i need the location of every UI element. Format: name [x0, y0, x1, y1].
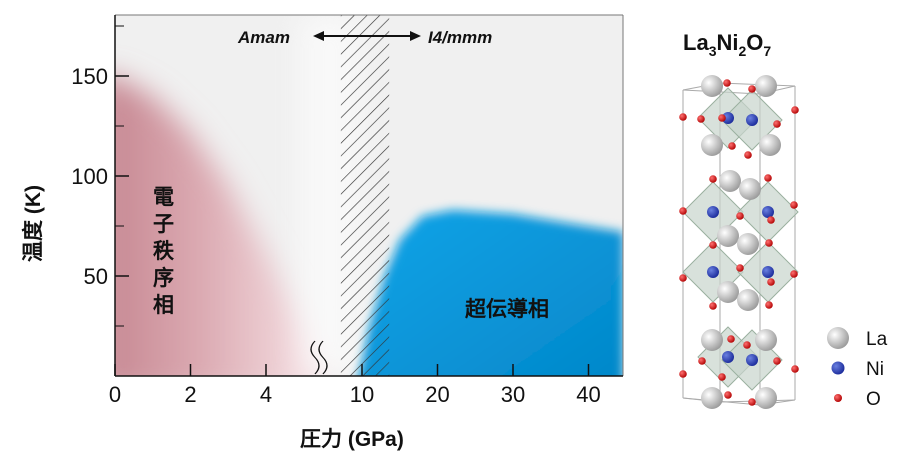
legend: La Ni O: [827, 327, 888, 410]
la-atom: [737, 289, 759, 311]
ni-atom: [746, 114, 758, 126]
o-atom: [791, 106, 799, 114]
x-tick-label: 10: [350, 382, 374, 407]
legend-la: La: [866, 329, 888, 350]
ni-atom: [722, 351, 734, 363]
o-atom: [709, 302, 717, 310]
legend-o: O: [866, 389, 881, 410]
o-atom: [698, 357, 706, 365]
la-atom: [755, 387, 777, 409]
la-atom: [701, 134, 723, 156]
o-atom: [764, 174, 772, 182]
o-atom: [743, 341, 751, 349]
electronic-order-phase-label: 電子秩序相: [153, 186, 174, 317]
o-atom: [679, 274, 687, 282]
superconducting-phase-region: [358, 210, 623, 376]
ni-atom: [707, 206, 719, 218]
la-atom: [717, 281, 739, 303]
o-atom: [773, 120, 781, 128]
o-atom: [748, 398, 756, 406]
o-atom: [709, 175, 717, 183]
la-atom: [755, 329, 777, 351]
x-tick-label: 40: [576, 382, 600, 407]
la-atom: [719, 170, 741, 192]
la-atom: [759, 134, 781, 156]
y-tick-label: 50: [84, 264, 108, 289]
la-atom: [739, 178, 761, 200]
unit-cell: [679, 75, 799, 409]
ni-atom-icon: [831, 361, 845, 375]
o-atom: [767, 278, 775, 286]
o-atom: [709, 241, 717, 249]
legend-ni: Ni: [866, 359, 884, 380]
x-tick-label: 30: [501, 382, 525, 407]
o-atom: [736, 264, 744, 272]
o-atom: [767, 216, 775, 224]
la-atom: [701, 387, 723, 409]
o-atom-icon: [834, 394, 842, 402]
o-atom: [724, 391, 732, 399]
structural-transition-hatch: [340, 15, 390, 376]
ni-atom: [722, 112, 734, 124]
o-atom: [679, 113, 687, 121]
o-atom: [727, 335, 735, 343]
o-atom: [697, 115, 705, 123]
o-atom: [748, 85, 756, 93]
i4mmm-label: I4/mmm: [428, 28, 492, 47]
la-atom: [717, 225, 739, 247]
y-axis-title: 温度 (K): [21, 185, 45, 262]
o-atom: [744, 151, 752, 159]
double-arrow-icon: [313, 31, 421, 41]
o-atom: [790, 270, 798, 278]
ni-atom: [762, 206, 774, 218]
formula-title: La3Ni2O7: [683, 30, 771, 59]
o-atom: [736, 212, 744, 220]
axis-break-icon: [310, 340, 328, 375]
y-tick-label: 150: [71, 64, 108, 89]
la-atom: [737, 233, 759, 255]
la-atom: [755, 75, 777, 97]
la-atom: [701, 75, 723, 97]
o-atom: [791, 365, 799, 373]
electronic-order-phase-region: [115, 76, 327, 376]
ni-atom: [762, 266, 774, 278]
o-atom: [728, 142, 736, 150]
ni-atom: [707, 266, 719, 278]
la-atom-icon: [827, 327, 849, 349]
o-atom: [723, 79, 731, 87]
x-axis-title: 圧力 (GPa): [300, 428, 404, 451]
x-tick-label: 0: [109, 382, 121, 407]
crystal-structure: La3Ni2O7 La Ni O: [679, 30, 888, 410]
o-atom: [773, 357, 781, 365]
x-tick-label: 20: [425, 382, 449, 407]
amam-label: Amam: [237, 28, 290, 47]
o-atom: [718, 114, 726, 122]
o-atom: [718, 373, 726, 381]
x-tick-label: 2: [184, 382, 196, 407]
x-tick-label: 4: [260, 382, 272, 407]
o-atom: [765, 239, 773, 247]
y-tick-label: 100: [71, 164, 108, 189]
o-atom: [765, 301, 773, 309]
o-atom: [679, 370, 687, 378]
la-atom: [701, 329, 723, 351]
phase-diagram: 0 2 4 10 20 30 40 50 100 150 Amam I4/mmm 電子秩序相 超伝…: [21, 14, 624, 451]
o-atom: [790, 201, 798, 209]
ni-atom: [746, 354, 758, 366]
superconducting-phase-label: 超伝導相: [465, 297, 549, 321]
o-atom: [679, 207, 687, 215]
